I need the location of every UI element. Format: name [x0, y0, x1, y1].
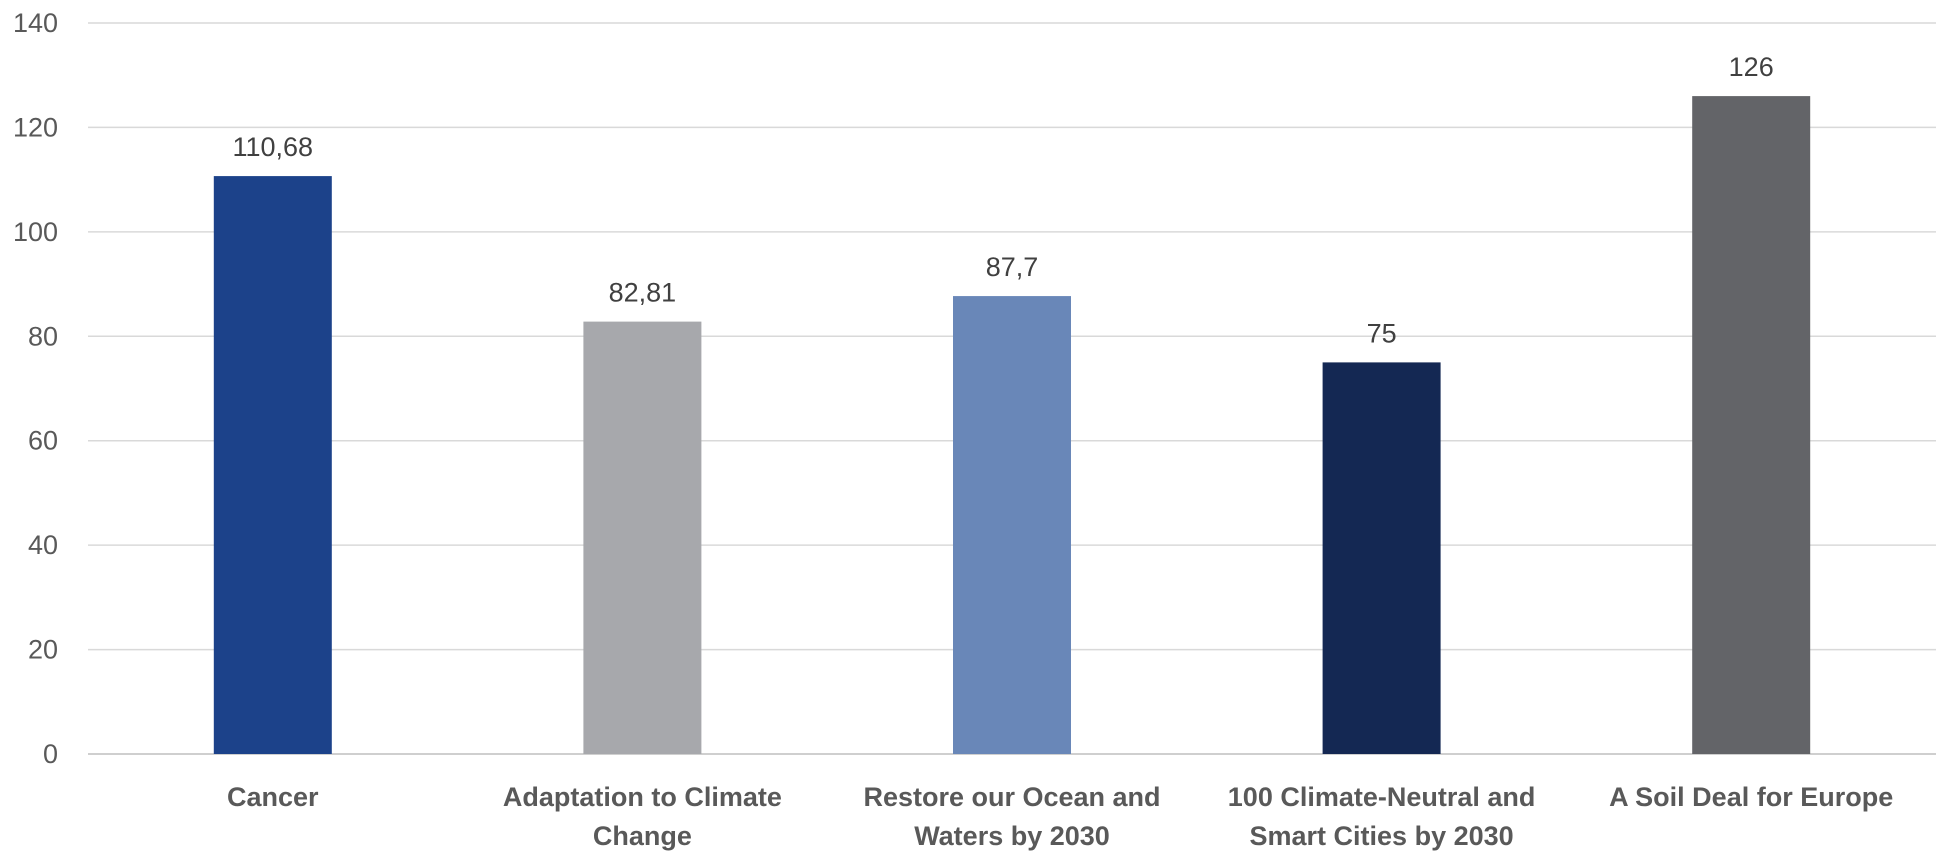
y-axis-tick-labels: 0 20 40 60 80 100 120 140: [13, 8, 58, 769]
category-label: Cancer: [227, 782, 319, 812]
y-tick-label: 140: [13, 8, 58, 38]
x-axis-category-labels: Cancer Adaptation to Climate Change Restore…: [227, 782, 1893, 851]
category-label: Restore our Ocean and Waters by 2030: [863, 782, 1160, 851]
data-labels: 110,68 82,81 87,7 75 126: [233, 52, 1774, 348]
category-label: Adaptation to Climate Change: [503, 782, 782, 851]
data-label: 82,81: [609, 278, 677, 308]
data-label: 87,7: [986, 252, 1039, 282]
category-label: A Soil Deal for Europe: [1609, 782, 1893, 812]
y-tick-label: 60: [28, 426, 58, 456]
y-tick-label: 100: [13, 217, 58, 247]
bar: [583, 321, 702, 754]
bar: [1692, 96, 1811, 755]
bar: [1322, 362, 1441, 754]
y-tick-label: 40: [28, 530, 58, 560]
bars: [213, 96, 1811, 755]
bar: [213, 176, 332, 754]
data-label: 126: [1729, 52, 1774, 82]
y-tick-label: 120: [13, 112, 58, 142]
data-label: 75: [1367, 318, 1397, 348]
category-label: 100 Climate-Neutral and Smart Cities by 2…: [1228, 782, 1536, 851]
bar: [953, 296, 1071, 754]
data-label: 110,68: [233, 132, 314, 162]
y-tick-label: 80: [28, 321, 58, 351]
y-tick-label: 20: [28, 635, 58, 665]
y-tick-label: 0: [43, 739, 58, 769]
